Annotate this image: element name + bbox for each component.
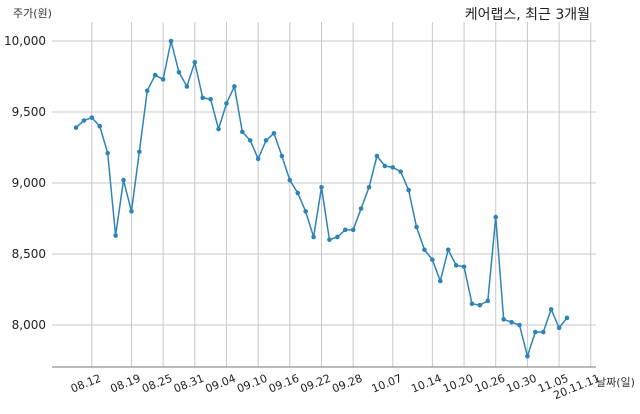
- data-point: [240, 129, 245, 135]
- y-tick-label: 8,000: [12, 318, 46, 332]
- data-point: [121, 177, 126, 183]
- data-point: [81, 118, 87, 123]
- data-point: [453, 263, 459, 268]
- data-point: [501, 317, 506, 322]
- x-tick-label: 10.30: [504, 372, 538, 396]
- data-point: [129, 209, 134, 214]
- data-point: [279, 153, 285, 159]
- y-tick-label: 8,500: [12, 247, 46, 261]
- data-point: [437, 278, 443, 284]
- data-point: [89, 115, 95, 120]
- data-point: [548, 307, 554, 312]
- x-tick-label: 10.07: [370, 372, 404, 396]
- data-point: [208, 96, 213, 102]
- data-point: [414, 224, 419, 230]
- x-tick-label: 08.12: [69, 372, 103, 396]
- data-point: [335, 234, 340, 240]
- data-point: [97, 123, 103, 129]
- data-point: [200, 95, 206, 101]
- series-points: [73, 38, 570, 359]
- data-point: [517, 322, 522, 328]
- x-tick-label: 10.20: [441, 372, 475, 396]
- data-point: [533, 329, 538, 335]
- data-point: [556, 325, 562, 331]
- data-point: [430, 257, 435, 262]
- data-point: [342, 227, 348, 233]
- data-point: [184, 84, 190, 89]
- y-tick-label: 9,000: [12, 176, 46, 190]
- data-point: [192, 60, 198, 65]
- data-point: [311, 234, 316, 240]
- grid-lines: [52, 22, 596, 367]
- data-point: [271, 131, 277, 136]
- x-tick-label: 09.16: [267, 372, 301, 396]
- x-tick-label: 10.14: [409, 372, 443, 396]
- data-point: [422, 247, 427, 253]
- data-point: [287, 177, 293, 183]
- data-point: [319, 184, 324, 190]
- data-point: [303, 209, 308, 214]
- data-point: [216, 126, 221, 132]
- data-point: [445, 247, 451, 253]
- x-tick-label: 08.31: [172, 372, 206, 396]
- data-point: [152, 72, 158, 78]
- chart-title: 케어랩스, 최근 3개월: [465, 7, 590, 23]
- data-point: [390, 165, 396, 170]
- data-point: [232, 84, 237, 89]
- y-axis-label: 주가(원): [13, 7, 52, 20]
- x-tick-labels: 08.12 08.1908.2508.3109.0409.1009.1609.22…: [69, 372, 602, 402]
- data-point: [398, 169, 403, 174]
- data-point: [113, 233, 118, 238]
- data-point: [374, 153, 380, 159]
- data-point: [366, 184, 372, 190]
- data-point: [350, 227, 356, 233]
- data-point: [358, 206, 364, 211]
- data-point: [540, 329, 546, 335]
- x-tick-label: 09.22: [299, 372, 333, 396]
- data-point: [469, 301, 475, 307]
- data-point: [73, 125, 79, 130]
- data-point: [382, 163, 388, 169]
- data-point: [509, 319, 514, 325]
- data-point: [564, 315, 570, 321]
- y-tick-label: 9,500: [12, 105, 46, 119]
- x-tick-label: 08.19: [108, 372, 142, 396]
- data-point: [176, 69, 182, 75]
- data-point: [406, 187, 411, 193]
- data-point: [137, 149, 142, 155]
- x-axis-label: 날짜(일): [596, 375, 635, 389]
- data-point: [477, 302, 483, 308]
- data-point: [263, 138, 269, 143]
- data-point: [327, 237, 332, 243]
- data-point: [247, 138, 253, 143]
- y-tick-labels: 8,000 8,500 9,000 9,500 10,000: [4, 34, 46, 332]
- data-point: [461, 264, 467, 270]
- data-point: [295, 190, 301, 196]
- x-tick-label: 10.26: [473, 372, 507, 396]
- x-tick-label: 09.04: [204, 372, 238, 396]
- data-point: [224, 101, 229, 106]
- data-point: [493, 214, 499, 220]
- data-point: [168, 38, 174, 44]
- data-point: [160, 77, 166, 82]
- data-point: [105, 150, 110, 156]
- x-tick-label: 08.25: [140, 372, 174, 396]
- data-point: [525, 353, 530, 359]
- data-point: [144, 88, 150, 93]
- y-tick-label: 10,000: [4, 34, 46, 48]
- x-tick-label: 09.10: [235, 372, 269, 396]
- data-point: [255, 156, 261, 162]
- x-tick-label: 09.28: [330, 372, 364, 396]
- data-point: [485, 298, 491, 304]
